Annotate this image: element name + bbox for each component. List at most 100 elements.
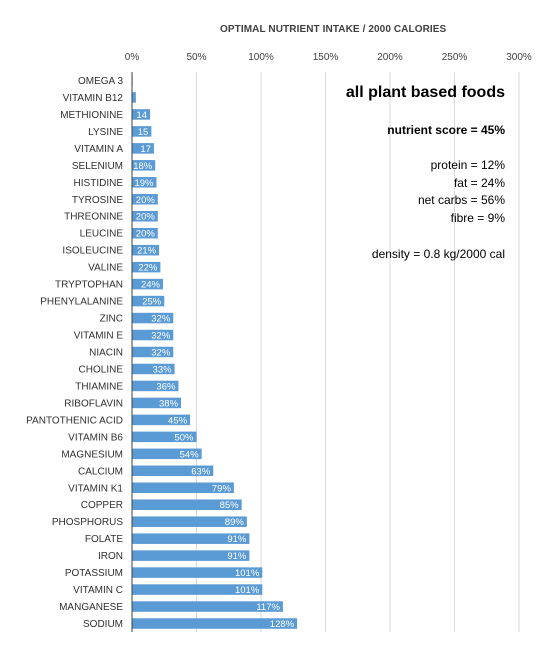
x-tick-labels: 0% 50% 100% 150% 200% 250% 300% — [125, 52, 532, 63]
bar — [132, 261, 161, 273]
nutrient-score: nutrient score = 45% — [387, 123, 505, 137]
category-label: VITAMIN E — [74, 331, 124, 342]
bar — [132, 143, 154, 154]
bar — [132, 397, 182, 409]
bar — [132, 584, 263, 595]
bar-data-label: 19% — [134, 178, 154, 189]
protein-share: protein = 12% — [430, 158, 505, 172]
bar — [132, 414, 191, 426]
category-label: TRYPTOPHAN — [55, 280, 123, 291]
bar-data-label: 21% — [137, 246, 157, 257]
net-carbs-share: net carbs = 56% — [417, 193, 505, 207]
category-label: SODIUM — [83, 619, 123, 630]
bar-data-label: 32% — [151, 331, 171, 342]
category-label: VITAMIN A — [74, 144, 123, 155]
bar-data-label: 32% — [151, 348, 171, 359]
bar — [132, 278, 163, 290]
bar-data-label: 33% — [153, 364, 173, 375]
bar — [132, 126, 152, 137]
bar-data-label: 89% — [225, 517, 245, 528]
bar — [132, 329, 174, 341]
bar — [132, 448, 202, 460]
fat-share: fat = 24% — [453, 175, 505, 190]
bar — [132, 516, 247, 527]
bar-data-labels: 14 15 17 18% 19% 20% 20% 20% 21% 22% 24% 25% 32% 32% 3… — [133, 110, 294, 630]
bar — [132, 210, 158, 222]
category-label: MANGANESE — [59, 602, 123, 613]
category-label: VITAMIN B6 — [68, 432, 123, 443]
category-label: ISOLEUCINE — [62, 246, 123, 257]
x-tick-label: 250% — [442, 52, 468, 63]
category-label: POTASSIUM — [65, 568, 123, 579]
category-label: RIBOFLAVIN — [64, 398, 123, 409]
bar-data-label: 101% — [235, 568, 260, 579]
bar-data-label: 85% — [220, 500, 240, 511]
category-label: FOLATE — [85, 534, 123, 545]
bar-data-label: 50% — [174, 432, 194, 443]
bar-data-label: 36% — [156, 381, 176, 392]
x-tick-label: 100% — [248, 52, 274, 63]
bar — [132, 499, 242, 510]
bar — [132, 601, 283, 612]
bar-data-label: 25% — [142, 297, 162, 308]
category-label: METHIONINE — [60, 110, 123, 121]
category-label: PHENYLALANINE — [40, 297, 123, 308]
category-label: HISTIDINE — [74, 178, 124, 189]
category-label: THIAMINE — [75, 381, 123, 392]
bar-data-label: 32% — [151, 314, 171, 325]
bar-data-label: 91% — [227, 534, 247, 545]
category-label: LEUCINE — [80, 229, 124, 240]
category-label: VALINE — [88, 263, 123, 274]
bar-data-label: 91% — [227, 551, 247, 562]
x-tick-label: 150% — [313, 52, 339, 63]
category-label: VITAMIN C — [73, 585, 123, 596]
bar — [132, 160, 156, 171]
bar — [132, 567, 263, 578]
fibre-share: fibre = 9% — [450, 210, 505, 225]
bar-data-label: 63% — [191, 466, 211, 477]
bar-data-label: 20% — [136, 229, 156, 240]
bar — [132, 380, 179, 392]
category-label: OMEGA 3 — [78, 76, 123, 87]
category-label: NIACIN — [89, 348, 123, 359]
gridlines — [196, 72, 520, 632]
category-label: VITAMIN K1 — [68, 483, 123, 494]
bar — [132, 92, 136, 103]
chart-title: OPTIMAL NUTRIENT INTAKE / 2000 CALORIES — [220, 24, 447, 35]
x-tick-label: 200% — [377, 52, 403, 63]
bar — [132, 194, 158, 205]
bar-data-label: 38% — [159, 398, 179, 409]
bar — [132, 109, 151, 120]
bar — [132, 295, 165, 307]
bar-data-label: 24% — [141, 280, 161, 291]
bar — [132, 465, 214, 477]
category-label: IRON — [98, 551, 123, 562]
x-tick-label: 300% — [506, 52, 532, 63]
category-label: ZINC — [100, 314, 123, 325]
bar-data-label: 17 — [140, 144, 151, 155]
category-label: PANTOTHENIC ACID — [26, 415, 123, 426]
category-label: VITAMIN B12 — [63, 93, 124, 104]
category-label: COPPER — [81, 500, 123, 511]
bar — [132, 533, 250, 544]
bars — [132, 75, 298, 629]
bar-data-label: 20% — [136, 195, 156, 206]
bar — [132, 177, 157, 188]
category-label: PHOSPHORUS — [52, 517, 123, 528]
category-label: TYROSINE — [72, 195, 123, 206]
bar-data-label: 117% — [256, 602, 280, 613]
category-label: SELENIUM — [72, 161, 123, 172]
bar-data-label: 15 — [138, 127, 149, 138]
bar — [132, 431, 197, 443]
x-tick-label: 50% — [186, 52, 206, 63]
category-label: THREONINE — [64, 212, 123, 223]
category-label: CALCIUM — [78, 466, 123, 477]
bar — [132, 618, 298, 629]
bar-data-label: 14 — [136, 110, 147, 121]
bar — [132, 482, 234, 494]
bar-data-label: 20% — [136, 212, 156, 223]
bar-data-label: 79% — [212, 483, 232, 494]
bar-data-label: 128% — [270, 619, 295, 630]
category-label: MAGNESIUM — [61, 449, 123, 460]
